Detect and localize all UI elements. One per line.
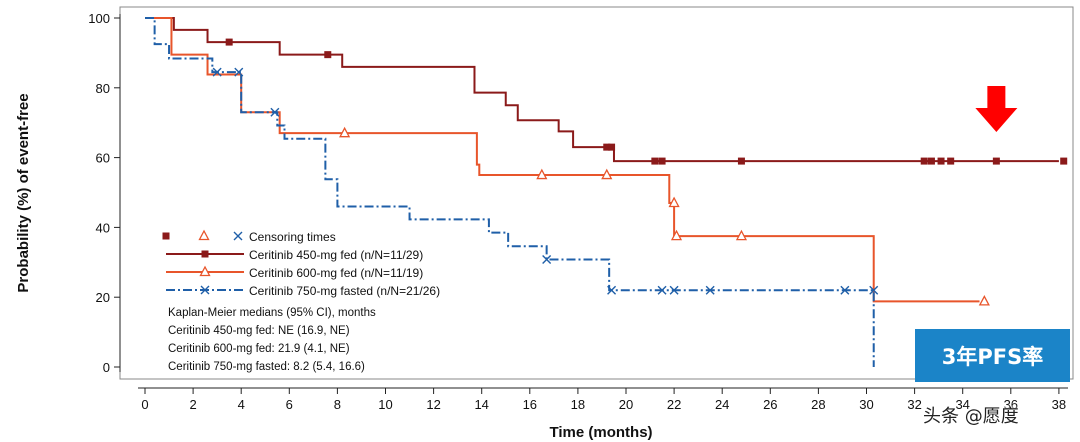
- legend-marker-450-fed: [201, 250, 209, 258]
- survival-curve-750-fasted: [145, 17, 875, 367]
- x-tick-label: 10: [378, 397, 392, 412]
- annotation-arrow-icon: [975, 86, 1018, 132]
- censor-mark-450-fed: [1060, 157, 1068, 165]
- annotation-arrow-layer: [975, 86, 1018, 132]
- x-tick-label: 16: [523, 397, 537, 412]
- legend-censor-symbol-600-fed: [198, 229, 210, 241]
- censor-mark-450-fed: [324, 51, 332, 59]
- censor-mark-600-fed: [601, 168, 613, 180]
- legend-entry-750: Ceritinib 750-mg fasted (n/N=21/26): [249, 284, 440, 298]
- x-tick-label: 28: [811, 397, 825, 412]
- x-tick-label: 8: [334, 397, 341, 412]
- x-tick-label: 2: [189, 397, 196, 412]
- legend-marker-750-fasted: [200, 285, 210, 295]
- km-median-750: Ceritinib 750-mg fasted: 8.2 (5.4, 16.6): [168, 361, 365, 373]
- censor-mark-450-fed: [651, 157, 659, 165]
- x-tick-label: 6: [286, 397, 293, 412]
- series-layer: [145, 17, 1068, 367]
- km-medians-title: Kaplan-Meier medians (95% CI), months: [168, 307, 376, 319]
- censor-mark-750-fasted: [705, 285, 715, 295]
- plot-frame: [119, 6, 1074, 380]
- censor-mark-750-fasted: [840, 285, 850, 295]
- censor-mark-450-fed: [920, 157, 928, 165]
- legend-censor-symbol-750-fasted: [233, 231, 243, 241]
- legend-entry-600: Ceritinib 600-mg fed (n/N=11/19): [249, 266, 423, 280]
- y-tick-label: 80: [96, 81, 110, 96]
- legend-entry-450: Ceritinib 450-mg fed (n/N=11/29): [249, 248, 423, 262]
- censor-mark-450-fed: [937, 157, 945, 165]
- x-tick-label: 24: [715, 397, 729, 412]
- censor-mark-450-fed: [608, 143, 616, 151]
- censor-mark-750-fasted: [607, 285, 617, 295]
- watermark: 头条 @愿度: [923, 406, 1019, 427]
- censor-mark-750-fasted: [657, 285, 667, 295]
- pfs-rate-badge: 3年PFS率: [915, 329, 1070, 382]
- y-axis: 0 20 40 60 80 100: [88, 11, 121, 375]
- censor-mark-750-fasted: [869, 285, 879, 295]
- km-median-600: Ceritinib 600-mg fed: 21.9 (4.1, NE): [168, 343, 350, 355]
- censor-mark-450-fed: [947, 157, 955, 165]
- y-tick-label: 40: [96, 220, 110, 235]
- km-median-450: Ceritinib 450-mg fed: NE (16.9, NE): [168, 325, 350, 337]
- censor-mark-600-fed: [668, 196, 680, 208]
- x-tick-label: 0: [141, 397, 148, 412]
- km-medians: Kaplan-Meier medians (95% CI), months Ce…: [168, 307, 376, 373]
- x-tick-label: 14: [474, 397, 488, 412]
- x-tick-label: 18: [571, 397, 585, 412]
- y-tick-label: 60: [96, 151, 110, 166]
- censor-mark-600-fed: [339, 126, 351, 138]
- censor-mark-450-fed: [225, 38, 233, 46]
- censor-mark-600-fed: [536, 168, 548, 180]
- y-tick-label: 20: [96, 290, 110, 305]
- survival-curve-450-fed: [145, 17, 1059, 163]
- x-tick-label: 36: [1004, 397, 1018, 412]
- censor-mark-750-fasted: [212, 67, 222, 77]
- censor-mark-600-fed: [978, 294, 990, 306]
- censor-mark-750-fasted: [270, 107, 280, 117]
- x-axis-title: Time (months): [549, 424, 652, 441]
- x-tick-label: 34: [955, 397, 969, 412]
- censor-mark-450-fed: [603, 143, 611, 151]
- x-tick-label: 22: [667, 397, 681, 412]
- legend-censor-symbol-450-fed: [162, 232, 170, 240]
- y-tick-label: 100: [88, 11, 110, 26]
- y-axis-title: Probability (%) of event-free: [15, 93, 32, 292]
- x-axis: 0 2 4 6 8 10 12 14 16 18 20 22 24 26 28 30 32 34 36 38: [138, 387, 1068, 412]
- legend-marker-600-fed: [199, 265, 211, 277]
- x-tick-label: 30: [859, 397, 873, 412]
- legend-censor-label: Censoring times: [249, 230, 336, 244]
- x-tick-label: 4: [238, 397, 245, 412]
- censor-mark-450-fed: [992, 157, 1000, 165]
- censor-mark-750-fasted: [542, 255, 552, 265]
- y-tick-label: 0: [103, 360, 110, 375]
- censor-mark-600-fed: [735, 229, 748, 241]
- series-750-fasted: [145, 17, 879, 367]
- censor-mark-750-fasted: [234, 67, 244, 77]
- series-450-fed: [145, 17, 1068, 165]
- censor-mark-750-fasted: [669, 285, 679, 295]
- x-tick-label: 20: [619, 397, 633, 412]
- x-tick-label: 38: [1052, 397, 1066, 412]
- legend: Censoring times Ceritinib 450-mg fed (n/…: [162, 229, 440, 298]
- x-tick-label: 12: [426, 397, 440, 412]
- censor-mark-450-fed: [658, 157, 666, 165]
- censor-mark-450-fed: [737, 157, 745, 165]
- x-tick-label: 32: [907, 397, 921, 412]
- censor-mark-450-fed: [927, 157, 935, 165]
- censor-mark-600-fed: [670, 229, 683, 241]
- x-tick-label: 26: [763, 397, 777, 412]
